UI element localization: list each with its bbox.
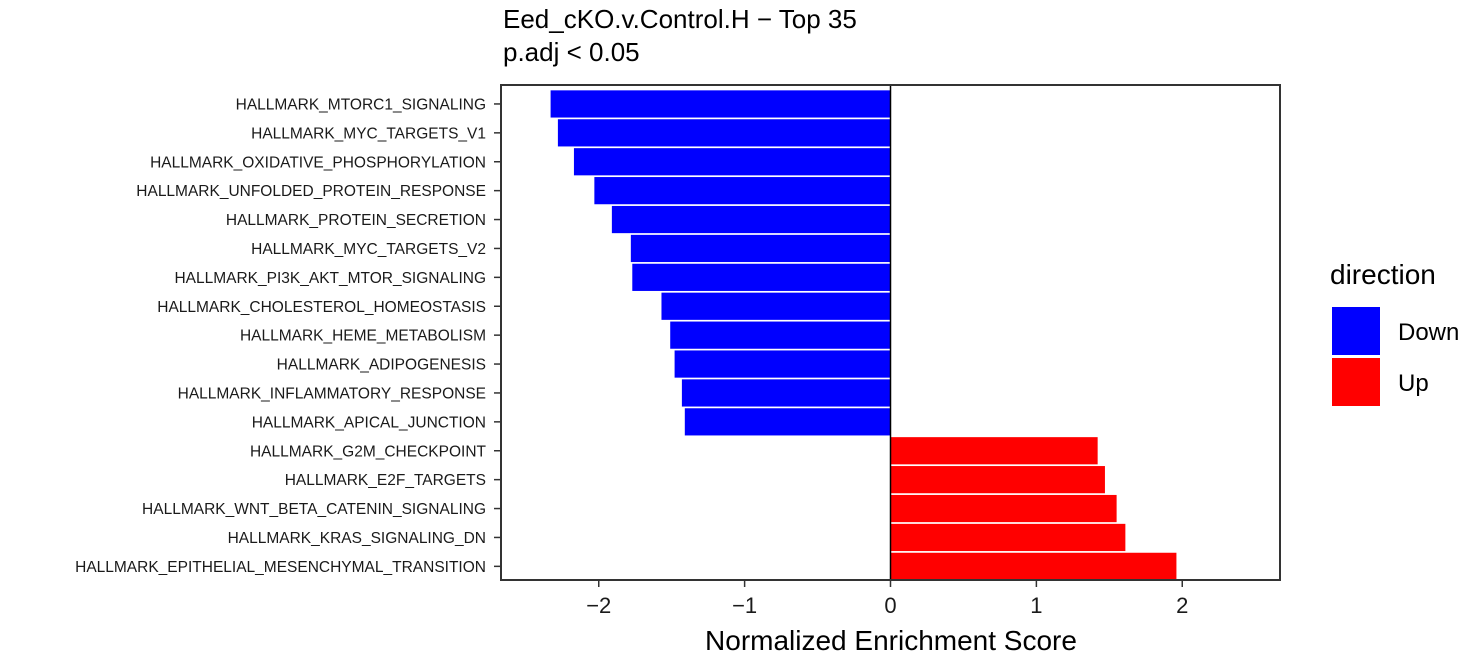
bar-hallmark-kras-signaling-dn [890, 523, 1126, 552]
y-axis-ticks [494, 103, 501, 568]
category-label: HALLMARK_CHOLESTEROL_HOMEOSTASIS [157, 299, 486, 316]
category-label: HALLMARK_PROTEIN_SECRETION [226, 212, 486, 229]
x-tick-label: 0 [884, 593, 896, 618]
category-label: HALLMARK_INFLAMMATORY_RESPONSE [178, 385, 486, 402]
category-label: HALLMARK_MYC_TARGETS_V1 [251, 125, 486, 142]
bar-hallmark-adipogenesis [674, 350, 891, 378]
bar-hallmark-heme-metabolism [670, 321, 891, 349]
category-label: HALLMARK_G2M_CHECKPOINT [250, 443, 487, 460]
category-label: HALLMARK_KRAS_SIGNALING_DN [228, 530, 486, 547]
chart-title: Eed_cKO.v.Control.H − Top 35 [503, 4, 857, 34]
category-label: HALLMARK_MTORC1_SIGNALING [236, 96, 486, 113]
category-label: HALLMARK_E2F_TARGETS [285, 472, 486, 489]
category-label: HALLMARK_WNT_BETA_CATENIN_SIGNALING [142, 501, 486, 518]
bar-hallmark-apical-junction [684, 408, 891, 436]
bar-hallmark-mtorc1-signaling [550, 90, 891, 118]
category-label: HALLMARK_OXIDATIVE_PHOSPHORYLATION [150, 154, 486, 171]
legend-label-down: Down [1398, 319, 1459, 346]
bar-hallmark-e2f-targets [890, 466, 1105, 494]
bar-hallmark-wnt-beta-catenin-signaling [890, 494, 1117, 523]
bar-hallmark-pi3k-akt-mtor-signaling [632, 263, 891, 291]
bar-hallmark-myc-targets-v1 [557, 119, 891, 147]
bar-hallmark-protein-secretion [611, 205, 891, 234]
legend-title: direction [1330, 259, 1436, 290]
legend: direction Down Up [1330, 259, 1459, 406]
category-label: HALLMARK_ADIPOGENESIS [277, 357, 486, 374]
category-label: HALLMARK_UNFOLDED_PROTEIN_RESPONSE [136, 183, 486, 200]
bar-hallmark-cholesterol-homeostasis [661, 292, 891, 320]
bar-hallmark-myc-targets-v2 [630, 234, 891, 263]
category-label: HALLMARK_PI3K_AKT_MTOR_SIGNALING [174, 270, 486, 287]
x-tick-label: −1 [732, 593, 757, 618]
bar-hallmark-oxidative-phosphorylation [573, 148, 891, 176]
x-tick-label: −2 [586, 593, 611, 618]
bar-hallmark-g2m-checkpoint [890, 437, 1098, 465]
category-label: HALLMARK_APICAL_JUNCTION [252, 414, 486, 431]
legend-label-up: Up [1398, 370, 1429, 397]
x-tick-label: 1 [1030, 593, 1042, 618]
category-labels: HALLMARK_MTORC1_SIGNALING HALLMARK_MYC_TA… [75, 96, 486, 575]
chart-subtitle: p.adj < 0.05 [503, 37, 640, 67]
legend-key-down [1332, 307, 1380, 355]
x-axis: −2 −1 0 1 2 [586, 580, 1188, 618]
category-label: HALLMARK_EPITHELIAL_MESENCHYMAL_TRANSITI… [75, 559, 486, 576]
bar-hallmark-unfolded-protein-response [594, 177, 891, 205]
category-label: HALLMARK_MYC_TARGETS_V2 [251, 241, 486, 258]
legend-key-up [1332, 358, 1380, 406]
bar-hallmark-inflammatory-response [681, 379, 891, 407]
x-tick-label: 2 [1176, 593, 1188, 618]
category-label: HALLMARK_HEME_METABOLISM [240, 328, 486, 345]
bar-hallmark-epithelial-mesenchymal-transition [890, 552, 1177, 580]
plot-panel-border [500, 84, 1281, 581]
x-axis-title: Normalized Enrichment Score [705, 625, 1077, 656]
bars-group [550, 90, 1177, 580]
